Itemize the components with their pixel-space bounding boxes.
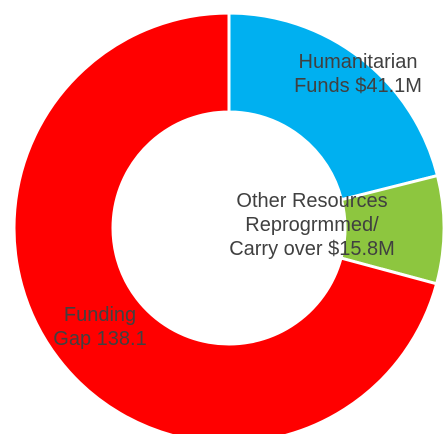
label-line: Funds $41.1M: [294, 75, 422, 97]
slice-humanitarian-funds: [227, 11, 440, 202]
label-line: Carry over $15.8M: [229, 238, 395, 260]
data-labels: Humanitarian Funds $41.1M Other Resources R…: [53, 51, 422, 350]
donut-slices: [12, 11, 445, 434]
label-other-resources-reprogrmmed-carry-over: Other Resources Reprogrmmed/Carry over $1…: [229, 190, 395, 260]
label-line: Humanitarian: [299, 51, 418, 73]
label-line: Other Resources: [236, 190, 387, 212]
label-line: Funding: [64, 304, 136, 326]
label-line: Gap 138.1: [53, 328, 146, 350]
label-line: Reprogrmmed/: [245, 214, 379, 236]
label-funding-gap: Funding Gap 138.1: [53, 304, 146, 350]
label-humanitarian-funds: Humanitarian Funds $41.1M: [294, 51, 422, 97]
slice-funding-gap: [12, 11, 439, 434]
